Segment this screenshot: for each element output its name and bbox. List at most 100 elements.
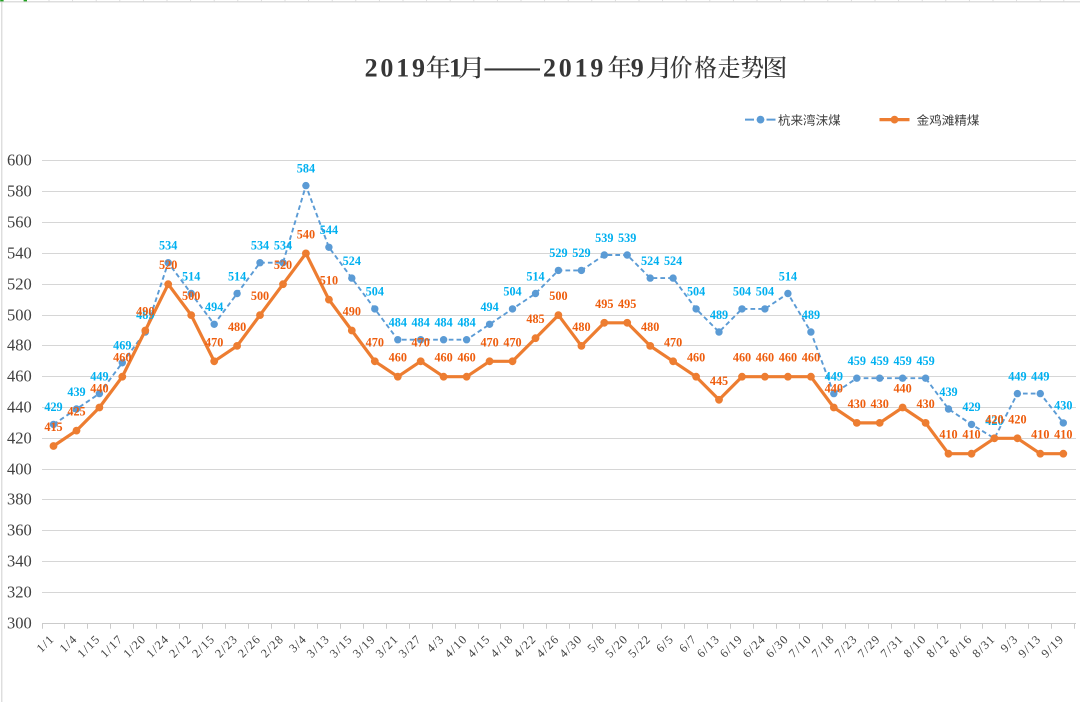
svg-text:480: 480 <box>641 320 659 334</box>
svg-text:510: 510 <box>320 274 338 288</box>
svg-text:504: 504 <box>687 285 705 299</box>
svg-text:300: 300 <box>7 613 32 632</box>
svg-text:484: 484 <box>457 316 475 330</box>
svg-text:430: 430 <box>848 397 866 411</box>
svg-text:430: 430 <box>916 397 934 411</box>
svg-text:539: 539 <box>618 231 636 245</box>
svg-text:524: 524 <box>664 254 682 268</box>
svg-text:520: 520 <box>274 258 292 272</box>
svg-text:459: 459 <box>848 354 866 368</box>
svg-text:460: 460 <box>457 351 475 365</box>
svg-text:410: 410 <box>1031 428 1049 442</box>
svg-text:560: 560 <box>7 212 32 231</box>
svg-text:320: 320 <box>7 582 32 601</box>
svg-text:529: 529 <box>572 246 590 260</box>
svg-text:470: 470 <box>664 335 682 349</box>
svg-text:440: 440 <box>7 397 32 416</box>
svg-text:460: 460 <box>7 366 32 385</box>
svg-text:580: 580 <box>7 181 32 200</box>
svg-text:449: 449 <box>1008 369 1026 383</box>
svg-text:480: 480 <box>572 320 590 334</box>
svg-text:360: 360 <box>7 520 32 539</box>
svg-text:425: 425 <box>67 405 85 419</box>
svg-text:439: 439 <box>67 385 85 399</box>
svg-text:459: 459 <box>916 354 934 368</box>
svg-text:420: 420 <box>985 412 1003 426</box>
svg-text:514: 514 <box>779 269 797 283</box>
svg-text:484: 484 <box>434 316 452 330</box>
svg-text:429: 429 <box>44 400 62 414</box>
svg-text:460: 460 <box>779 351 797 365</box>
svg-text:440: 440 <box>90 382 108 396</box>
svg-text:534: 534 <box>159 239 177 253</box>
svg-text:460: 460 <box>687 351 705 365</box>
svg-text:460: 460 <box>389 351 407 365</box>
svg-text:440: 440 <box>825 382 843 396</box>
svg-text:1: 1 <box>449 54 462 83</box>
svg-text:2019: 2019 <box>365 54 428 83</box>
svg-text:410: 410 <box>939 428 957 442</box>
svg-text:500: 500 <box>7 305 32 324</box>
svg-text:460: 460 <box>113 351 131 365</box>
svg-text:524: 524 <box>343 254 361 268</box>
svg-text:539: 539 <box>595 231 613 245</box>
svg-text:410: 410 <box>1054 428 1072 442</box>
svg-text:540: 540 <box>7 243 32 262</box>
svg-text:420: 420 <box>7 428 32 447</box>
svg-text:500: 500 <box>251 289 269 303</box>
svg-text:470: 470 <box>480 335 498 349</box>
svg-text:540: 540 <box>297 227 315 241</box>
svg-text:520: 520 <box>7 274 32 293</box>
svg-text:9: 9 <box>631 54 644 83</box>
svg-text:400: 400 <box>7 459 32 478</box>
svg-text:480: 480 <box>7 335 32 354</box>
svg-text:514: 514 <box>182 269 200 283</box>
svg-text:460: 460 <box>434 351 452 365</box>
svg-text:430: 430 <box>1054 399 1072 413</box>
svg-text:460: 460 <box>802 351 820 365</box>
svg-text:439: 439 <box>939 385 957 399</box>
svg-text:480: 480 <box>228 320 246 334</box>
svg-text:440: 440 <box>893 382 911 396</box>
svg-text:504: 504 <box>733 285 751 299</box>
svg-text:449: 449 <box>825 369 843 383</box>
svg-text:490: 490 <box>343 305 361 319</box>
svg-text:420: 420 <box>985 414 1003 428</box>
svg-text:445: 445 <box>710 374 728 388</box>
svg-text:430: 430 <box>871 397 889 411</box>
svg-text:470: 470 <box>412 335 430 349</box>
svg-text:449: 449 <box>90 369 108 383</box>
svg-text:469: 469 <box>113 339 131 353</box>
svg-text:524: 524 <box>641 254 659 268</box>
svg-text:429: 429 <box>962 400 980 414</box>
svg-text:504: 504 <box>503 285 521 299</box>
svg-text:420: 420 <box>1008 412 1026 426</box>
svg-text:380: 380 <box>7 489 32 508</box>
svg-text:470: 470 <box>205 335 223 349</box>
svg-text:489: 489 <box>710 308 728 322</box>
svg-text:495: 495 <box>618 297 636 311</box>
svg-text:494: 494 <box>480 300 498 314</box>
svg-text:534: 534 <box>251 239 269 253</box>
svg-text:504: 504 <box>756 285 774 299</box>
svg-text:544: 544 <box>320 223 338 237</box>
svg-text:534: 534 <box>274 239 292 253</box>
svg-text:460: 460 <box>756 351 774 365</box>
svg-text:459: 459 <box>893 354 911 368</box>
svg-text:504: 504 <box>366 285 384 299</box>
svg-text:584: 584 <box>297 161 315 175</box>
svg-text:514: 514 <box>228 269 246 283</box>
svg-text:470: 470 <box>366 335 384 349</box>
svg-text:494: 494 <box>205 300 223 314</box>
svg-text:490: 490 <box>136 305 154 319</box>
svg-text:484: 484 <box>389 316 407 330</box>
svg-text:485: 485 <box>526 312 544 326</box>
svg-text:495: 495 <box>595 297 613 311</box>
svg-text:449: 449 <box>1031 369 1049 383</box>
svg-text:600: 600 <box>7 150 32 169</box>
svg-text:514: 514 <box>526 269 544 283</box>
svg-text:500: 500 <box>182 289 200 303</box>
svg-text:2019: 2019 <box>543 54 606 83</box>
svg-text:460: 460 <box>733 351 751 365</box>
svg-text:459: 459 <box>871 354 889 368</box>
